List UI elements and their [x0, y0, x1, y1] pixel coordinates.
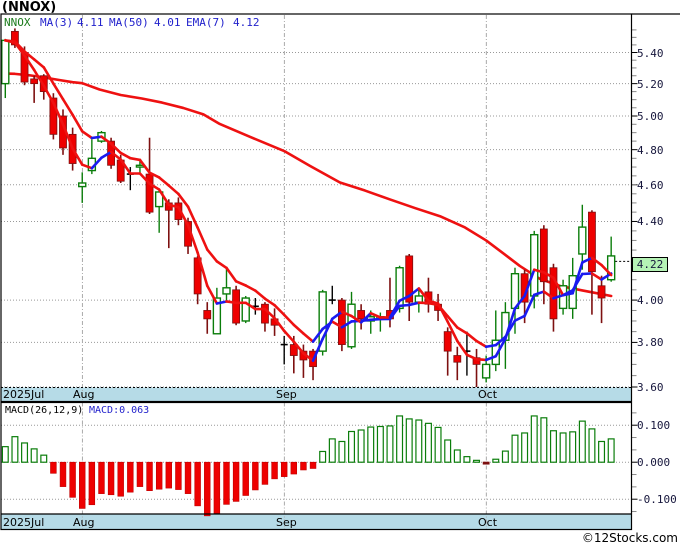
legend-ema7-value: 4.12: [233, 16, 260, 29]
macd-value-label: MACD:0.063: [89, 405, 150, 416]
macd-axis-label: -0.100: [637, 493, 677, 507]
panel-borders: [0, 13, 680, 531]
month-label: 2025Jul: [3, 388, 45, 401]
candlesticks: [1, 28, 616, 388]
date-bands: [1, 387, 632, 530]
legend-ma3-label: MA(3): [40, 16, 74, 29]
page-title: (NNOX): [2, 0, 57, 15]
month-label: Oct: [478, 388, 498, 401]
month-label: Sep: [276, 516, 297, 529]
price-axis-label: 5.00: [637, 109, 664, 123]
month-label: Oct: [478, 516, 498, 529]
month-label: Sep: [276, 388, 297, 401]
price-axis-label: 5.20: [637, 77, 664, 91]
macd-histogram: [1, 415, 615, 517]
legend-ma3-value: 4.11: [77, 16, 104, 29]
ma50-line: [4, 72, 613, 298]
month-label: Aug: [73, 388, 95, 401]
price-axis-label: 3.80: [637, 336, 664, 350]
macd-panel-title: MACD(26,12,9): [5, 405, 84, 416]
price-axis-label: 5.40: [637, 46, 664, 60]
last-price-badge: 4.22: [632, 256, 668, 272]
price-axis-label: 4.80: [637, 143, 664, 157]
price-axis-label: 4.60: [637, 178, 664, 192]
price-axis-label: 4.00: [637, 294, 664, 308]
month-label: 2025Jul: [3, 516, 45, 529]
price-axis-label: 3.60: [637, 381, 664, 394]
legend-symbol: NNOX: [4, 16, 31, 29]
copyright-text: ©12Stocks.com: [581, 531, 678, 545]
legend-ema7-label: EMA(7): [186, 16, 226, 29]
macd-axis-label: 0.100: [637, 419, 671, 433]
month-label: Aug: [73, 516, 95, 529]
macd-axis-label: 0.000: [637, 456, 671, 470]
legend-ma50-label: MA(50): [109, 16, 149, 29]
ma3-ema7-lines: [4, 39, 613, 362]
legend-ma50-value: 4.01: [154, 16, 181, 29]
price-axis-label: 4.40: [637, 215, 664, 229]
